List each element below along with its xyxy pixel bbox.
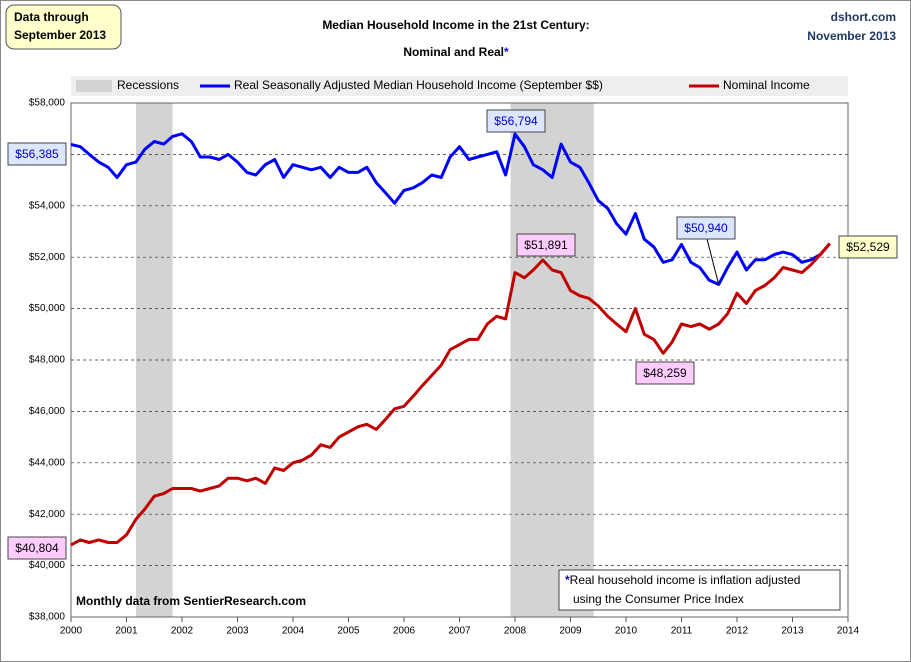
note: Data through: [14, 10, 89, 24]
x-tick-label: 2009: [559, 626, 582, 637]
plot-area: [71, 103, 848, 617]
annotation-label: $51,891: [524, 238, 568, 252]
x-tick-label: 2000: [60, 626, 83, 637]
series-line: [70, 132, 831, 286]
chart-title: Median Household Income in the 21st Cent…: [322, 18, 589, 32]
x-tick-label: 2013: [781, 626, 804, 637]
legend-label: Nominal Income: [723, 78, 810, 92]
annotation-label: $56,385: [15, 147, 59, 161]
plot: $38,000 $40,000 $42,000 $44,000 $46,000 $48,0…: [7, 98, 898, 637]
x-tick-label: 2002: [171, 626, 194, 637]
y-tick-label: $54,000: [29, 200, 66, 211]
x-tick-label: 2007: [448, 626, 471, 637]
recession-band: [135, 103, 173, 617]
chart-subtitle: Nominal and Real*: [403, 45, 509, 59]
annotation-label: $56,794: [494, 114, 538, 128]
leader-line: [706, 238, 720, 285]
y-tick-label: $38,000: [29, 612, 66, 623]
annotation-label: $40,804: [15, 541, 59, 555]
note: September 2013: [14, 28, 106, 42]
annotation-box: [7, 536, 67, 560]
legend: Recessions Real Seasonally Adjusted Media…: [71, 76, 848, 96]
annotation-box: [635, 361, 695, 385]
site: dshort.com: [831, 10, 896, 24]
y-tick-label: $40,000: [29, 560, 66, 571]
footnote-box: [558, 569, 841, 611]
x-tick-label: 2006: [393, 626, 416, 637]
x-tick-label: 2010: [615, 626, 638, 637]
x-tick-label: 2003: [226, 626, 249, 637]
footnote-text: Real household income is inflation adjus…: [570, 573, 801, 587]
annotation-label: $48,259: [643, 366, 687, 380]
subtitle: Nominal and Real: [403, 45, 504, 59]
footnote: using the Consumer Price Index: [573, 592, 744, 606]
subtitle-mark: *: [504, 45, 509, 59]
x-tick-label: 2008: [504, 626, 527, 637]
annotation-box: [486, 109, 546, 133]
x-tick-label: 2005: [337, 626, 360, 637]
footnote: *Real household income is inflation adju…: [565, 573, 800, 587]
annotation-box: [516, 233, 576, 257]
y-tick-label: $48,000: [29, 355, 66, 366]
legend-swatch: [76, 80, 112, 92]
annotation-box: [676, 216, 736, 240]
annotation-box: [838, 235, 898, 259]
x-tick-label: 2001: [115, 626, 138, 637]
date: November 2013: [807, 29, 896, 43]
legend-background: [71, 76, 848, 96]
legend-label: Real Seasonally Adjusted Median Househol…: [234, 78, 603, 92]
x-tick-label: 2014: [837, 626, 860, 637]
footnote-mark: *: [565, 573, 570, 587]
x-tick-label: 2004: [282, 626, 305, 637]
x-tick-label: 2011: [671, 626, 693, 637]
series-line: [70, 242, 831, 547]
legend-label: Recessions: [117, 78, 179, 92]
y-tick-label: $44,000: [29, 457, 66, 468]
y-tick-label: $46,000: [29, 406, 66, 417]
y-tick-label: $52,000: [29, 252, 66, 263]
annotation-label: $52,529: [846, 240, 890, 254]
y-tick-label: $50,000: [29, 303, 66, 314]
y-tick-label: $42,000: [29, 509, 66, 520]
plot-border: [70, 102, 849, 618]
annotation-box: [7, 142, 67, 166]
x-tick-label: 2012: [726, 626, 749, 637]
y-tick-label: $58,000: [29, 98, 66, 109]
source: Monthly data from SentierResearch.com: [76, 594, 306, 608]
annotation-label: $50,940: [684, 221, 728, 235]
note-box: [5, 4, 122, 50]
